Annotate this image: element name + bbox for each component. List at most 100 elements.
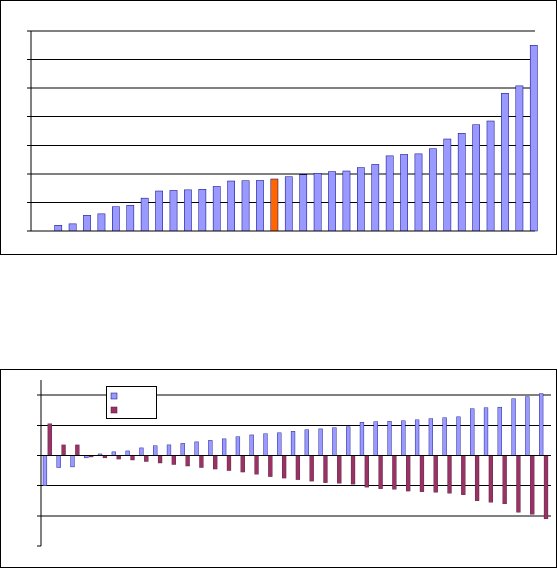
bottom-bar-s2-29 <box>447 455 452 494</box>
bottom-bar-s2-35 <box>530 455 535 515</box>
bottom-bar-s1-28 <box>428 418 434 456</box>
legend-swatch-series-2 <box>110 406 118 414</box>
top-bar-16 <box>284 176 293 232</box>
bottom-bar-s1-6 <box>125 450 130 456</box>
bottom-bar-s1-25 <box>387 421 392 456</box>
top-bar-28 <box>457 133 466 232</box>
chart-bottom-legend <box>106 386 157 419</box>
bottom-bar-s2-36 <box>543 455 549 520</box>
bottom-bar-s2-26 <box>406 455 411 492</box>
bottom-bar-s1-1 <box>56 455 61 468</box>
bottom-bar-s1-26 <box>401 420 406 456</box>
top-bar-14 <box>256 180 264 232</box>
bottom-bar-s2-13 <box>226 455 232 471</box>
legend-box <box>106 386 157 419</box>
bottom-bar-s1-10 <box>180 443 185 456</box>
bottom-bar-s1-31 <box>470 408 475 456</box>
bottom-bar-s2-2 <box>75 444 80 456</box>
bottom-bar-s1-23 <box>359 422 365 456</box>
bottom-bar-s1-5 <box>111 451 116 456</box>
bottom-bar-s2-14 <box>240 455 245 473</box>
top-bar-22 <box>371 164 380 232</box>
bottom-bar-s1-18 <box>290 431 296 456</box>
bottom-bar-s1-24 <box>373 421 378 456</box>
top-bar-23 <box>385 155 394 232</box>
top-bar-30 <box>486 120 495 232</box>
top-bar-6 <box>140 197 149 232</box>
bottom-bar-s2-0 <box>47 423 52 456</box>
bottom-bar-s2-34 <box>516 455 521 513</box>
chart-top-axes <box>27 30 535 232</box>
top-bar-25 <box>414 153 423 232</box>
legend-swatch-series-1 <box>110 392 118 400</box>
chart-top <box>0 0 557 255</box>
bottom-bar-s2-7 <box>144 455 149 462</box>
bottom-bar-s2-6 <box>130 455 135 461</box>
top-bar-17 <box>299 174 308 232</box>
bottom-bar-s2-33 <box>502 455 507 504</box>
bottom-bar-s2-18 <box>295 455 301 480</box>
bottom-bar-s2-24 <box>378 455 383 489</box>
bottom-bar-s2-1 <box>61 444 66 456</box>
top-bar-21 <box>357 167 365 232</box>
top-bar-20 <box>342 170 351 232</box>
bottom-bar-s2-9 <box>171 455 176 465</box>
bottom-bar-s2-28 <box>433 455 438 493</box>
bottom-bar-s1-34 <box>511 398 516 456</box>
bottom-bar-s1-36 <box>539 393 544 456</box>
top-bar-29 <box>472 124 481 232</box>
top-bar-0 <box>54 225 63 232</box>
top-bar-31 <box>501 93 509 232</box>
bottom-bar-s1-12 <box>208 440 213 456</box>
bottom-bar-s1-22 <box>346 426 351 456</box>
bottom-bar-s1-9 <box>166 444 172 456</box>
bottom-bar-s2-11 <box>199 455 204 468</box>
bottom-bar-s2-8 <box>157 455 163 464</box>
top-bar-26 <box>429 148 437 232</box>
top-bar-5 <box>126 205 135 232</box>
bottom-bar-s1-0 <box>42 455 48 486</box>
top-bar-24 <box>400 154 408 232</box>
bottom-bar-s1-13 <box>221 438 227 456</box>
bottom-bar-s2-32 <box>488 455 494 503</box>
bottom-bar-s1-14 <box>235 436 241 456</box>
top-bar-13 <box>241 180 250 232</box>
bottom-bar-s2-17 <box>281 455 287 479</box>
top-bar-19 <box>328 171 336 232</box>
bottom-bar-s2-25 <box>392 455 397 490</box>
bottom-bar-s1-19 <box>304 429 309 456</box>
bottom-bar-s1-32 <box>483 407 489 456</box>
bottom-bar-s1-2 <box>70 455 75 468</box>
top-bar-7 <box>155 190 163 232</box>
bottom-bar-s1-21 <box>332 427 337 456</box>
bottom-bar-s1-35 <box>525 396 530 456</box>
bottom-bar-s2-12 <box>213 455 218 470</box>
chart-bottom-frame <box>0 369 557 568</box>
chart-bottom-bars <box>42 393 549 520</box>
bottom-bar-s2-10 <box>185 455 190 467</box>
chart-bottom-axes <box>37 380 551 547</box>
bottom-bar-s2-21 <box>337 455 342 484</box>
top-bar-18 <box>313 173 322 232</box>
bottom-bar-s1-33 <box>497 406 502 456</box>
bottom-bar-s2-5 <box>116 455 121 460</box>
bottom-bar-s2-16 <box>268 455 273 477</box>
top-bar-2 <box>83 215 91 232</box>
top-bar-9 <box>184 189 192 232</box>
bottom-bar-s2-27 <box>419 455 425 492</box>
top-bar-10 <box>198 189 207 232</box>
bottom-bar-s2-15 <box>254 455 259 475</box>
bottom-bar-s2-31 <box>474 455 480 501</box>
bottom-bar-s2-22 <box>350 455 356 485</box>
bottom-bar-s2-30 <box>461 455 466 495</box>
bottom-bar-s1-16 <box>263 433 268 456</box>
top-bar-15 <box>270 178 279 232</box>
top-bar-3 <box>97 213 106 232</box>
top-bar-4 <box>112 206 120 232</box>
top-bar-12 <box>227 180 235 232</box>
bottom-bar-s1-15 <box>249 434 254 456</box>
bottom-bar-s1-17 <box>277 432 282 456</box>
bottom-bar-s2-23 <box>364 455 369 488</box>
bottom-bar-s1-29 <box>442 417 447 456</box>
bottom-bar-s1-7 <box>139 447 144 456</box>
